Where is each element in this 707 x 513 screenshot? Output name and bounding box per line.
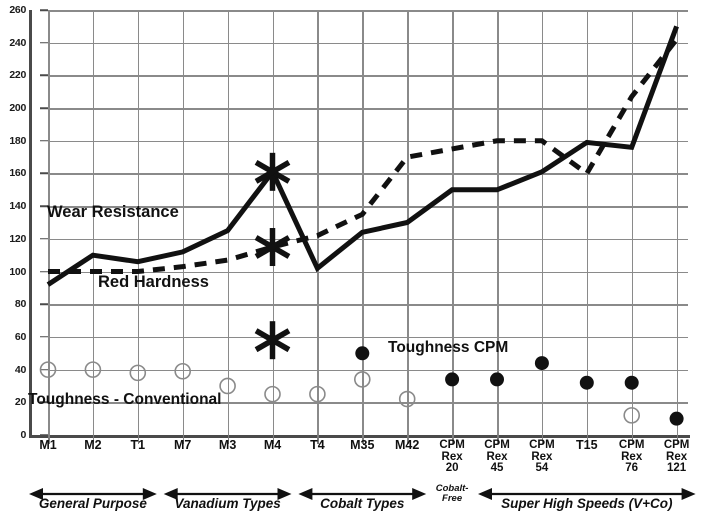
- label-toughness-conventional: Toughness - Conventional: [28, 391, 222, 408]
- gridline-horizontal: [48, 108, 688, 110]
- gridline-horizontal: [48, 140, 688, 143]
- y-tick-mark: [40, 368, 48, 371]
- group-caption: Vanadium Types: [174, 496, 281, 511]
- gridline-horizontal: [48, 402, 688, 404]
- y-tick-label: 40: [14, 363, 26, 376]
- x-tick-label: M42: [395, 438, 420, 452]
- gridline-vertical: [497, 10, 499, 435]
- y-tick-mark: [40, 270, 48, 273]
- x-tick-mark: [362, 435, 364, 444]
- x-tick-mark: [272, 435, 274, 444]
- x-tick-mark: [227, 435, 230, 444]
- y-tick-label: 240: [9, 36, 26, 49]
- gridline-vertical: [362, 10, 364, 435]
- gridline-horizontal: [48, 304, 688, 306]
- label-red-hardness: Red Hardness: [98, 273, 209, 291]
- y-tick-mark: [40, 205, 48, 207]
- y-tick-mark: [40, 107, 48, 109]
- group-caption: General Purpose: [38, 496, 147, 511]
- gridline-horizontal: [48, 238, 688, 241]
- x-tick-mark: [182, 435, 185, 444]
- label-wear-resistance: Wear Resistance: [47, 203, 179, 221]
- y-tick-label: 20: [14, 396, 26, 409]
- gridline-horizontal: [48, 435, 688, 437]
- gridline-vertical: [676, 10, 679, 435]
- gridline-vertical: [407, 10, 409, 435]
- plot-area: [29, 9, 690, 444]
- gridline-vertical: [452, 10, 454, 435]
- x-tick-mark: [137, 435, 140, 444]
- group-caption: Super High Speeds (V+Co): [501, 496, 673, 511]
- x-tick-mark: [541, 435, 544, 444]
- x-tick-label: M2: [84, 438, 102, 452]
- y-tick-mark: [40, 401, 48, 404]
- gridline-vertical: [92, 10, 95, 435]
- y-tick-label: 100: [9, 265, 26, 278]
- label-toughness-cpm: Toughness CPM: [388, 339, 509, 356]
- gridline-horizontal: [48, 369, 688, 372]
- x-tick-label: CPM Rex 20: [439, 439, 465, 474]
- y-tick-label: 120: [9, 232, 26, 245]
- x-tick-mark: [452, 435, 454, 444]
- y-tick-label: 220: [9, 69, 26, 82]
- gridline-vertical: [631, 10, 634, 435]
- x-tick-label: CPM Rex 54: [529, 439, 555, 474]
- x-tick-label: M7: [174, 438, 192, 452]
- y-tick-mark: [40, 140, 48, 142]
- y-tick-mark: [40, 9, 48, 11]
- x-tick-label: M4: [263, 438, 282, 452]
- y-tick-label: 260: [9, 4, 26, 16]
- x-tick-mark: [92, 435, 95, 444]
- x-tick-label: M35: [350, 438, 375, 452]
- y-tick-label: 160: [9, 167, 26, 180]
- y-tick-mark: [40, 74, 48, 77]
- gridline-vertical: [541, 10, 544, 435]
- y-axis-line: [29, 10, 32, 435]
- x-tick-mark: [676, 435, 679, 444]
- y-tick-mark: [40, 172, 48, 175]
- x-tick-mark: [497, 435, 499, 444]
- x-tick-mark: [407, 435, 409, 444]
- y-tick-label: 140: [9, 200, 26, 213]
- y-tick-label: 80: [14, 298, 26, 311]
- gridline-horizontal: [48, 173, 688, 175]
- x-tick-label: T1: [130, 438, 146, 452]
- y-tick-mark: [40, 434, 48, 436]
- y-tick-label: 60: [14, 330, 26, 343]
- y-tick-mark: [40, 336, 48, 338]
- group-caption: Cobalt Types: [320, 496, 405, 511]
- y-tick-mark: [40, 238, 48, 240]
- x-tick-label: CPM Rex 76: [618, 439, 645, 474]
- gridline-vertical: [227, 10, 230, 435]
- gridline-horizontal: [48, 10, 688, 12]
- x-tick-label: CPM Rex 45: [484, 439, 510, 474]
- gridline-vertical: [317, 10, 319, 435]
- x-tick-mark: [586, 435, 589, 444]
- x-tick-label: T15: [576, 438, 598, 452]
- gridline-horizontal: [48, 75, 688, 77]
- gridline-horizontal: [48, 336, 688, 339]
- gridline-vertical: [137, 10, 140, 435]
- gridline-vertical: [586, 10, 589, 435]
- x-tick-mark: [48, 435, 50, 444]
- y-tick-mark: [40, 41, 48, 44]
- x-tick-label: CPM Rex 121: [663, 439, 690, 474]
- gridline-vertical: [48, 10, 50, 435]
- gridline-vertical: [272, 10, 274, 435]
- gridline-horizontal: [48, 42, 688, 45]
- x-tick-label: M1: [39, 438, 57, 452]
- y-tick-label: 180: [9, 134, 26, 147]
- group-caption: Cobalt- Free: [435, 483, 469, 504]
- x-tick-label: M3: [218, 438, 237, 452]
- gridline-vertical: [182, 10, 185, 435]
- x-tick-mark: [317, 435, 319, 444]
- x-tick-mark: [631, 435, 634, 444]
- x-tick-label: T4: [310, 438, 325, 452]
- y-tick-label: 200: [9, 102, 26, 115]
- y-tick-label: 0: [20, 429, 26, 441]
- y-tick-mark: [40, 303, 48, 305]
